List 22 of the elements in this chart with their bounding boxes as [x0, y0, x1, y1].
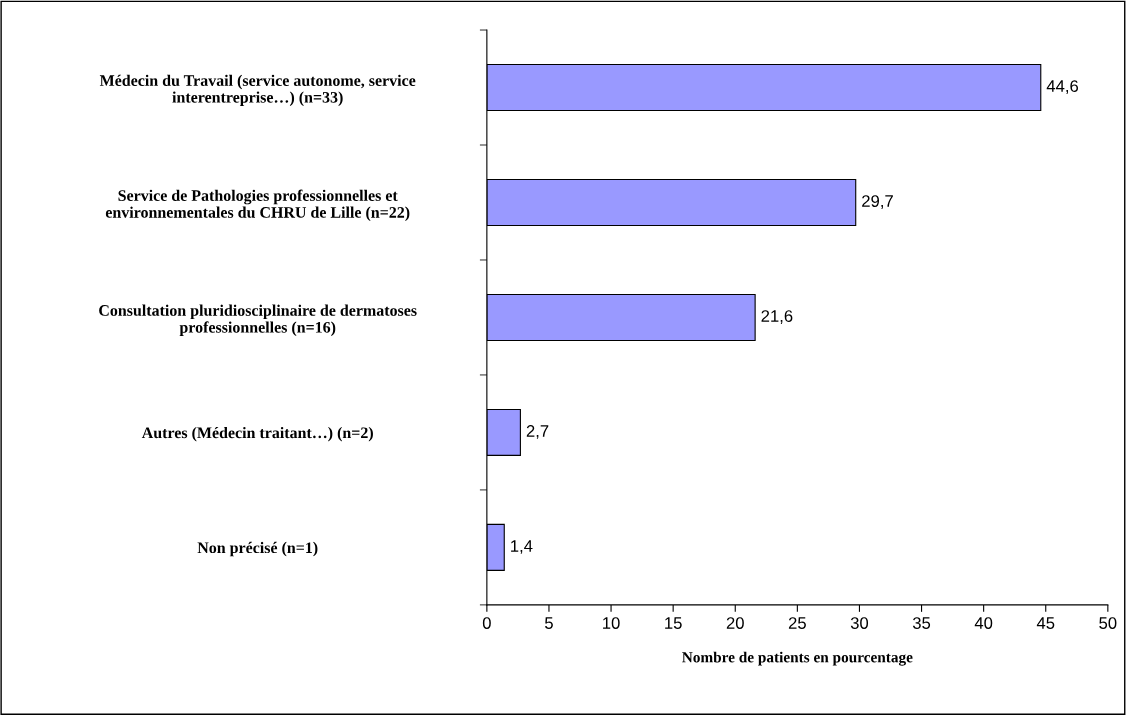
x-axis-title: Nombre de patients en pourcentage — [682, 651, 913, 666]
y-tick-label: Service de Pathologies professionnelles et environnementales du CHRU de Lille (n=22) — [105, 189, 410, 222]
x-tick-label: 20 — [726, 617, 744, 629]
x-tick-label: 45 — [1036, 617, 1055, 629]
data-label: 1,4 — [511, 540, 533, 554]
y-tick-label: Consultation pluridiosciplinaire de dermatoses professionnelles (n=16) — [99, 304, 417, 336]
y-tick-label: Autres (Médecin traitant…) (n=2) — [141, 426, 373, 442]
x-tick-label: 5 — [544, 617, 553, 629]
x-tick-label: 25 — [788, 617, 806, 629]
x-tick-label: 35 — [912, 617, 931, 629]
data-label: 2,7 — [526, 425, 549, 439]
data-label: 29,7 — [862, 195, 893, 209]
y-tick-label: Médecin du Travail (service autonome, service interentreprise…) (n=33) — [99, 74, 416, 106]
x-tick-label: 40 — [974, 617, 993, 629]
data-label: 21,6 — [761, 310, 793, 324]
x-tick-label: 10 — [603, 617, 620, 629]
x-tick-label: 50 — [1099, 617, 1117, 629]
x-tick-label: 0 — [482, 617, 491, 629]
y-tick-label: Non précisé (n=1) — [197, 541, 318, 557]
data-label: 44,6 — [1046, 80, 1079, 94]
x-tick-label: 15 — [665, 617, 682, 629]
x-tick-label: 30 — [850, 617, 869, 629]
